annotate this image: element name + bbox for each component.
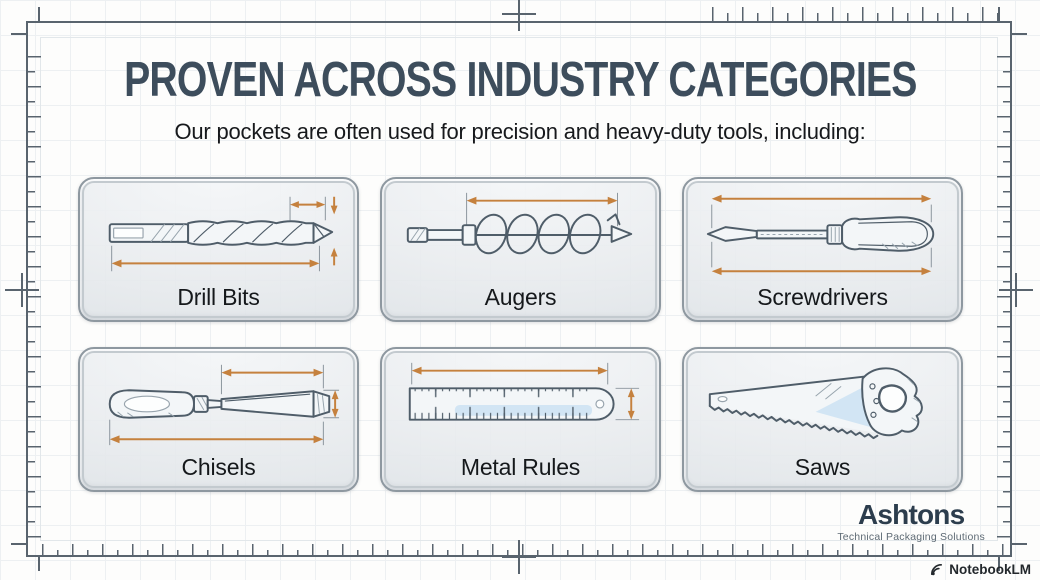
ruler-ticks-left [28, 56, 41, 542]
card-label: Saws [794, 454, 851, 480]
tool-card-grid: Drill Bits Augers [78, 177, 963, 492]
brand-name: Ashtons [857, 499, 965, 530]
corner-mark [38, 557, 40, 571]
ruler-ticks-top [712, 7, 1010, 21]
ruler-ticks-right [997, 56, 1010, 542]
ruler-ticks-bottom [42, 544, 1008, 557]
crosshair-mark [999, 273, 1033, 307]
brand-tagline: Technical Packaging Solutions [837, 531, 985, 543]
card-label: Metal Rules [460, 454, 581, 480]
auger-illustration [406, 192, 633, 255]
watermark-label: NotebookLM [949, 562, 1031, 577]
card-chisels: Chisels [78, 347, 359, 492]
card-augers: Augers [380, 177, 661, 322]
card-metal-rules: Metal Rules [380, 347, 661, 492]
crosshair-mark [5, 273, 39, 307]
corner-mark [1012, 543, 1027, 545]
card-label: Screwdrivers [757, 284, 888, 310]
card-drill-bits: Drill Bits [78, 177, 359, 322]
card-screwdrivers: Screwdrivers [682, 177, 963, 322]
corner-mark [38, 7, 40, 21]
corner-mark [11, 33, 26, 35]
card-label: Drill Bits [177, 284, 260, 310]
card-label: Augers [484, 284, 557, 310]
crosshair-mark [502, 0, 536, 31]
corner-mark [1012, 33, 1027, 35]
page-subtitle: Our pockets are often used for precision… [174, 119, 866, 144]
card-saws: Saws [682, 347, 963, 492]
notebooklm-watermark: NotebookLM [929, 562, 1031, 577]
drill-bit-illustration [108, 196, 338, 272]
screwdriver-illustration [706, 194, 935, 276]
hand-saw-illustration [708, 367, 923, 440]
page-title: PROVEN ACROSS INDUSTRY CATEGORIES [123, 53, 917, 107]
brand-logo: Ashtons Technical Packaging Solutions [837, 499, 985, 544]
metal-rule-illustration [408, 362, 640, 421]
corner-mark [998, 557, 1000, 571]
crosshair-mark [502, 540, 536, 574]
corner-mark [11, 543, 26, 545]
card-label: Chisels [181, 454, 256, 480]
notebooklm-logo-icon [931, 563, 943, 576]
chisel-illustration [108, 364, 340, 446]
